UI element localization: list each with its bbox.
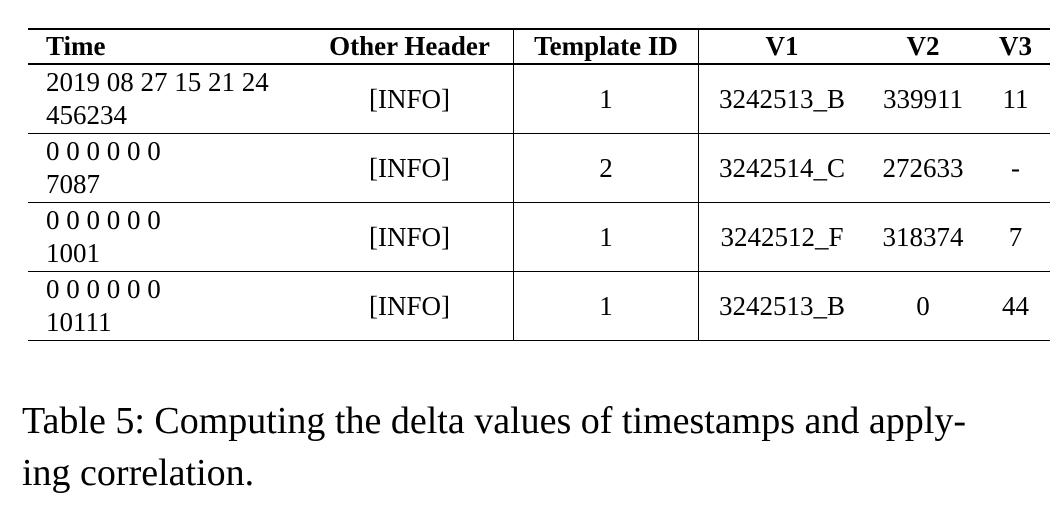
cell-v2: 339911 bbox=[883, 83, 963, 114]
time-line-2: 456234 bbox=[46, 100, 127, 130]
cell-other-header: [INFO] bbox=[306, 271, 514, 341]
table-caption: Table 5: Computing the delta values of t… bbox=[22, 395, 1032, 499]
cell-time: 0 0 0 0 0 0 10111 bbox=[28, 272, 306, 341]
header-row: Time Other Header Template ID V1 V2 V3 bbox=[28, 29, 1050, 64]
time-line-1: 2019 08 27 15 21 24 bbox=[46, 67, 269, 97]
cell-v2: 318374 bbox=[882, 221, 964, 252]
cell-v1: 3242514_C bbox=[718, 152, 845, 183]
cell-other-header: [INFO] bbox=[306, 64, 514, 134]
cell-v1: 3242513_B bbox=[718, 290, 845, 321]
time-line-1: 0 0 0 0 0 0 bbox=[46, 136, 161, 166]
caption-line-2: ing correlation. bbox=[22, 452, 255, 494]
table-body: 2019 08 27 15 21 24 456234 [INFO] 1 3242… bbox=[28, 64, 1050, 341]
time-line-2: 10111 bbox=[46, 307, 112, 337]
cell-time: 2019 08 27 15 21 24 456234 bbox=[28, 64, 306, 134]
caption-line-1: Table 5: Computing the delta values of t… bbox=[22, 400, 966, 442]
table-row: 2019 08 27 15 21 24 456234 [INFO] 1 3242… bbox=[28, 64, 1050, 134]
header-v1: V1 bbox=[765, 31, 799, 61]
table-row: 0 0 0 0 0 0 10111 [INFO] 1 3242513_B 0 4… bbox=[28, 271, 1050, 341]
cell-template-id: 1 bbox=[513, 271, 699, 341]
cell-other-header: [INFO] bbox=[306, 202, 514, 272]
header-v3: V3 bbox=[999, 31, 1032, 61]
cell-v2: 0 bbox=[916, 290, 930, 321]
delta-timestamps-table: Time Other Header Template ID V1 V2 V3 2… bbox=[28, 28, 1050, 341]
time-line-2: 1001 bbox=[46, 238, 100, 268]
cell-v3: 44 bbox=[1002, 290, 1029, 321]
cell-time: 0 0 0 0 0 0 7087 bbox=[28, 134, 306, 203]
header-template-id: Template ID bbox=[513, 29, 699, 64]
cell-v2: 272633 bbox=[882, 152, 964, 183]
cell-v1: 3242512_F bbox=[720, 221, 844, 252]
time-line-1: 0 0 0 0 0 0 bbox=[46, 205, 161, 235]
cell-v1: 3242513_B bbox=[718, 83, 845, 114]
time-line-1: 0 0 0 0 0 0 bbox=[46, 274, 161, 304]
cell-v3: 11 bbox=[1002, 83, 1029, 114]
cell-template-id: 2 bbox=[513, 133, 699, 203]
cell-time: 0 0 0 0 0 0 1001 bbox=[28, 203, 306, 272]
table-header: Time Other Header Template ID V1 V2 V3 bbox=[28, 29, 1050, 64]
cell-v3: 7 bbox=[1008, 221, 1023, 252]
time-line-2: 7087 bbox=[46, 169, 100, 199]
cell-template-id: 1 bbox=[513, 64, 699, 134]
cell-v3: - bbox=[1011, 152, 1020, 183]
table-row: 0 0 0 0 0 0 1001 [INFO] 1 3242512_F 3183… bbox=[28, 202, 1050, 272]
cell-template-id: 1 bbox=[513, 202, 699, 272]
header-other-header: Other Header bbox=[306, 29, 514, 64]
data-table-container: Time Other Header Template ID V1 V2 V3 2… bbox=[28, 28, 1050, 341]
header-time: Time bbox=[46, 31, 106, 61]
cell-other-header: [INFO] bbox=[306, 133, 514, 203]
header-v2: V2 bbox=[906, 31, 940, 61]
table-row: 0 0 0 0 0 0 7087 [INFO] 2 3242514_C 2726… bbox=[28, 133, 1050, 203]
